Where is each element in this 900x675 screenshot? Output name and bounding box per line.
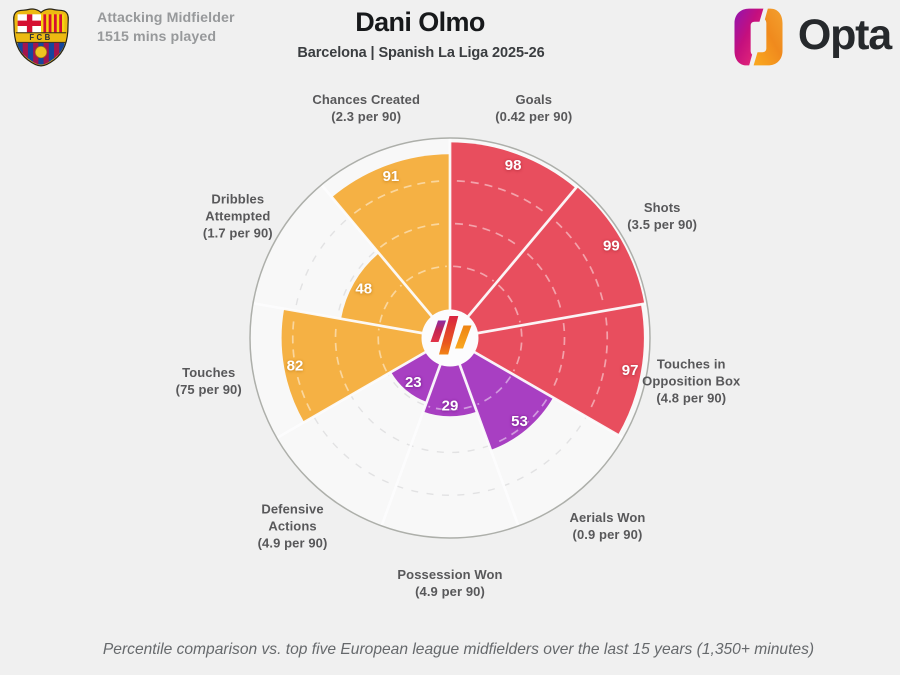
svg-text:82: 82: [287, 358, 304, 375]
svg-text:29: 29: [442, 398, 459, 415]
svg-text:99: 99: [603, 237, 620, 254]
svg-text:FCB: FCB: [29, 33, 52, 42]
svg-text:53: 53: [511, 413, 528, 430]
svg-text:23: 23: [405, 374, 422, 391]
svg-text:98: 98: [505, 157, 522, 174]
svg-text:97: 97: [622, 362, 639, 379]
svg-text:48: 48: [355, 281, 372, 298]
svg-text:91: 91: [383, 168, 400, 185]
